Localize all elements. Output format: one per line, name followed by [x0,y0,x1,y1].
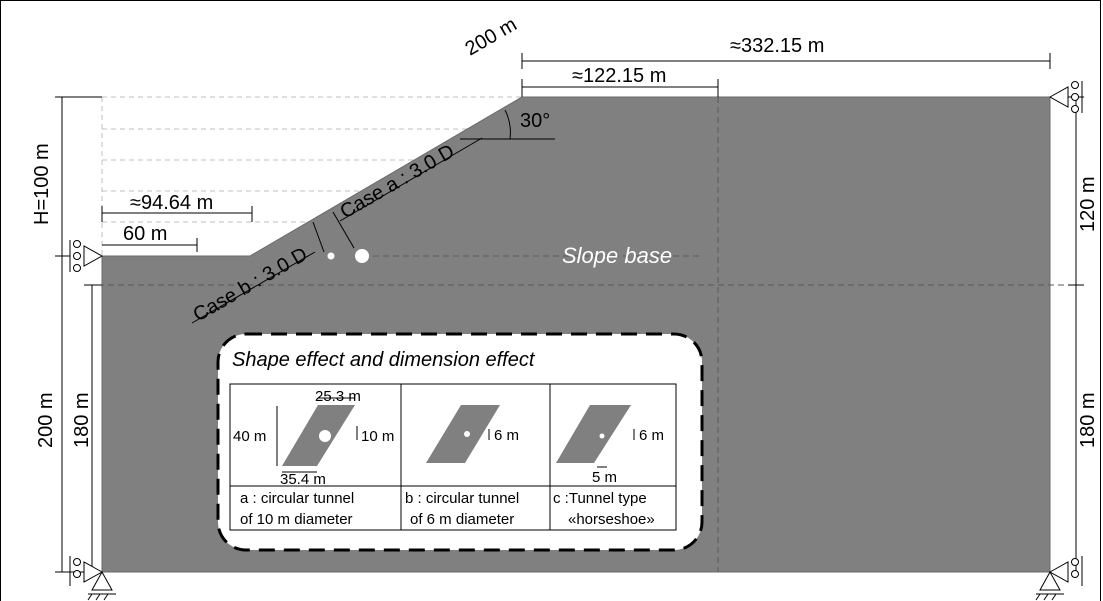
panel-b-caption-2: of 6 m diameter [410,511,514,528]
panel-b-diameter: 6 m [494,427,519,444]
inset-title: Shape effect and dimension effect [232,349,536,371]
label-200-left: 200 m [35,392,57,448]
label-60: 60 m [123,223,167,245]
panel-b-caption-1: b : circular tunnel [405,490,519,507]
label-94: ≈94.64 m [130,192,213,214]
label-180-left: 180 m [71,392,93,448]
internal-dashed-lines [88,97,1070,572]
panel-c-width: 5 m [592,469,617,486]
label-h100: H=100 m [31,143,53,225]
label-180-right: 180 m [1077,392,1099,448]
label-332: ≈332.15 m [730,35,824,57]
panel-a-caption-1: a : circular tunnel [240,490,354,507]
label-30deg: 30° [520,110,550,132]
panel-a-caption-2: of 10 m diameter [240,511,353,528]
panel-a-bottom-width: 35.4 m [280,471,326,488]
support-right-bottom [1035,556,1083,601]
label-slope-base: Slope base [562,243,672,268]
support-left-bottom [69,556,116,601]
label-122: ≈122.15 m [572,65,666,87]
tunnel-case-b [327,252,335,260]
panel-a-top-width: 25.3 m [315,388,361,405]
panel-b: 6 m b : circular tunnel of 6 m diameter [405,405,519,528]
panel-c-caption-1: c :Tunnel type [553,490,647,507]
panel-c-height: 6 m [639,427,664,444]
panel-a: 25.3 m 40 m 10 m 35.4 m a : circular tun… [233,388,394,528]
inset-box: Shape effect and dimension effect 25.3 m… [216,332,704,552]
panel-c-caption-2: «horseshoe» [568,511,655,528]
panel-c: 6 m 5 m c :Tunnel type «horseshoe» [553,405,664,528]
dimension-lines [55,53,1084,573]
support-right-top [1048,81,1083,113]
support-left-top [69,240,104,272]
panel-a-diameter: 10 m [361,428,394,445]
panel-a-height: 40 m [233,428,266,445]
label-120: 120 m [1077,176,1099,232]
label-200-slope: 200 m [462,13,521,60]
tunnel-case-a [355,249,369,263]
